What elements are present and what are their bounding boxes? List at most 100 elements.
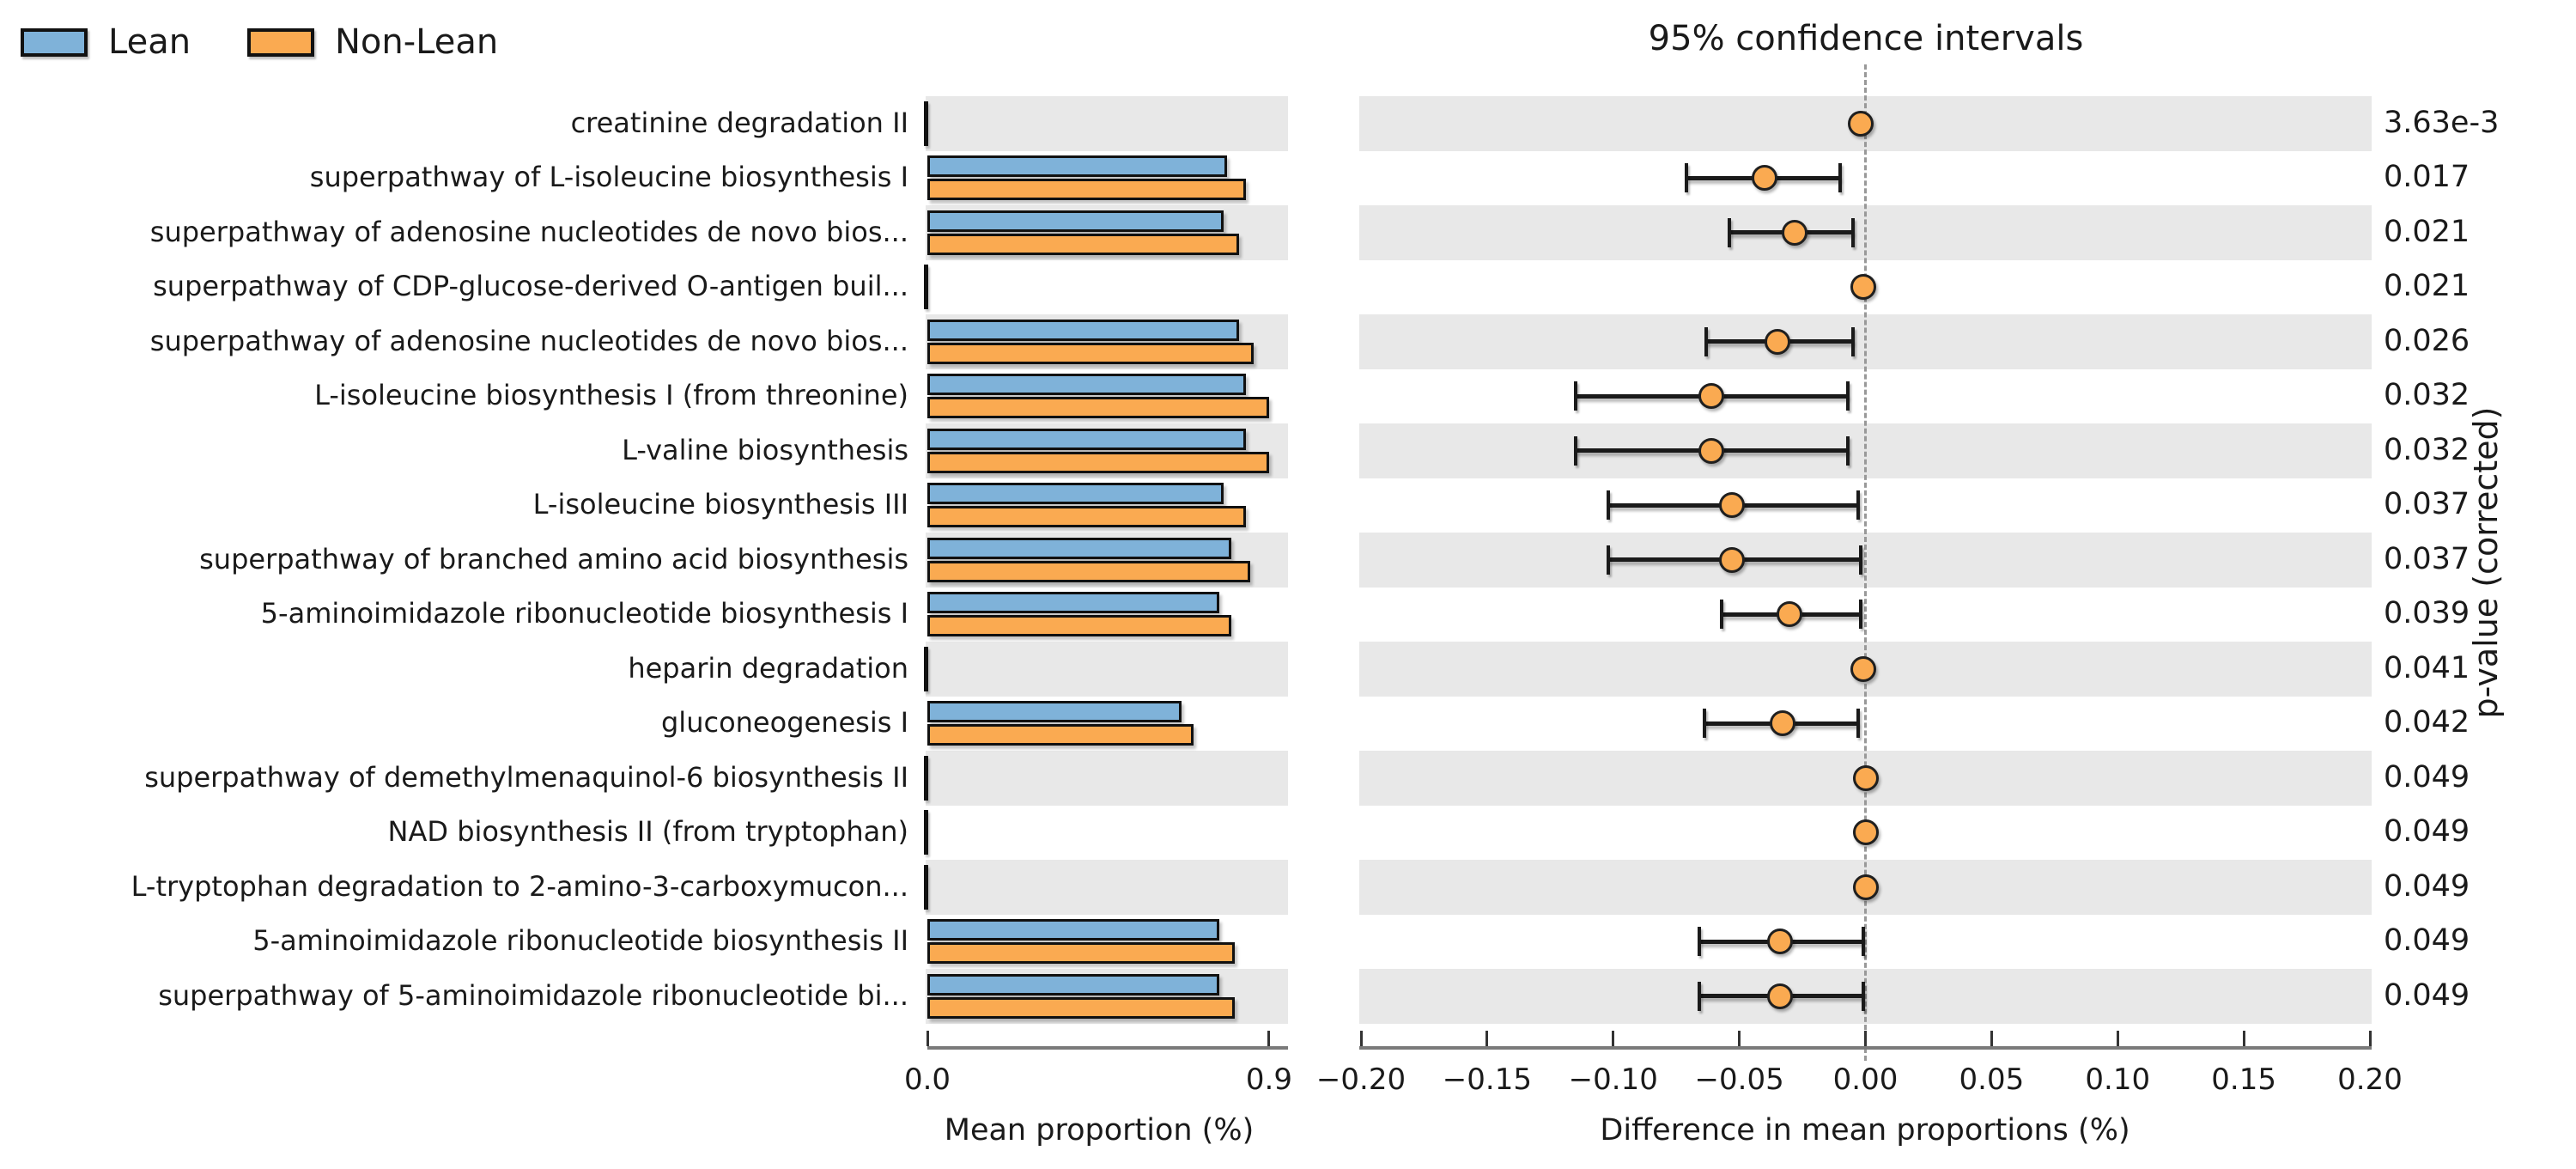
- zero-proportion-bar: [924, 265, 928, 310]
- right-xaxis-tick-label: 0.10: [2085, 1062, 2151, 1097]
- row-label: heparin degradation: [628, 651, 908, 685]
- nonlean-bar: [927, 560, 1250, 582]
- ci-plot-title: 95% confidence intervals: [1648, 19, 2084, 58]
- right-xaxis-tick-label: −0.10: [1568, 1062, 1658, 1097]
- p-value: 0.021: [2384, 269, 2470, 304]
- difference-dot: [1698, 437, 1725, 464]
- p-value: 0.032: [2384, 378, 2470, 413]
- row-label: 5-aminoimidazole ribonucleotide biosynth…: [252, 924, 908, 958]
- zero-proportion-bar: [924, 810, 928, 855]
- row-label: superpathway of adenosine nucleotides de…: [149, 215, 908, 248]
- left-xaxis-title: Mean proportion (%): [944, 1113, 1255, 1148]
- difference-dot: [1718, 546, 1745, 573]
- row-label: superpathway of demethylmenaquinol-6 bio…: [144, 760, 908, 794]
- nonlean-bar: [927, 506, 1247, 528]
- legend-swatch-lean: [21, 28, 88, 57]
- difference-dot: [1769, 710, 1795, 737]
- ci-whisker-cap-left: [1720, 600, 1724, 630]
- ci-whisker-cap-right: [1861, 981, 1865, 1011]
- ci-whisker-cap-right: [1858, 600, 1862, 630]
- right-xaxis-tick-label: −0.05: [1694, 1062, 1784, 1097]
- p-value: 0.041: [2384, 650, 2470, 685]
- p-value: 0.049: [2384, 814, 2470, 849]
- ci-whisker-cap-right: [1845, 381, 1850, 411]
- ci-whisker-cap-right: [1861, 927, 1865, 957]
- right-xaxis-tick-label: −0.20: [1315, 1062, 1406, 1097]
- p-value: 0.017: [2384, 160, 2470, 195]
- zero-proportion-bar: [924, 100, 928, 146]
- right-xaxis-tick: [2368, 1031, 2372, 1046]
- row-label: L-valine biosynthesis: [622, 433, 908, 466]
- ci-whisker-cap-left: [1573, 435, 1577, 466]
- ci-whisker-cap-right: [1858, 545, 1862, 575]
- p-value: 0.049: [2384, 977, 2470, 1013]
- difference-dot: [1777, 601, 1803, 628]
- difference-dot: [1766, 929, 1793, 955]
- difference-dot: [1850, 655, 1876, 682]
- lean-bar: [927, 973, 1220, 995]
- right-xaxis-tick: [2242, 1031, 2245, 1046]
- right-xaxis-title: Difference in mean proportions (%): [1600, 1113, 2130, 1148]
- lean-bar: [927, 919, 1220, 941]
- lean-bar: [927, 592, 1220, 614]
- row-label: superpathway of branched amino acid bios…: [199, 542, 908, 575]
- left-xaxis-line: [927, 1046, 1288, 1050]
- right-xaxis-tick: [1738, 1031, 1741, 1046]
- lean-bar: [927, 210, 1224, 232]
- left-xaxis-tick-label: 0.9: [1245, 1062, 1293, 1097]
- difference-dot: [1718, 492, 1745, 519]
- row-stripe-left: [926, 751, 1288, 806]
- lean-bar: [927, 374, 1247, 396]
- row-label: L-isoleucine biosynthesis I (from threon…: [314, 379, 908, 412]
- p-value: 0.049: [2384, 759, 2470, 795]
- ci-whisker-cap-right: [1845, 435, 1850, 466]
- right-yaxis-title-text: p-value (corrected): [2467, 406, 2505, 719]
- row-label: L-isoleucine biosynthesis III: [532, 488, 908, 521]
- row-stripe-left: [926, 642, 1288, 697]
- ci-whisker-cap-right: [1856, 490, 1860, 521]
- difference-dot: [1782, 219, 1808, 246]
- row-stripe-left: [926, 96, 1288, 151]
- lean-bar: [927, 701, 1182, 723]
- ci-whisker-cap-left: [1606, 545, 1610, 575]
- p-value: 0.037: [2384, 487, 2470, 522]
- right-xaxis-tick: [1864, 1031, 1867, 1046]
- difference-dot: [1852, 819, 1879, 846]
- difference-dot: [1698, 383, 1725, 410]
- nonlean-bar: [927, 615, 1231, 637]
- ci-whisker-cap-left: [1606, 490, 1610, 521]
- difference-dot: [1766, 983, 1793, 1009]
- p-value: 0.042: [2384, 705, 2470, 740]
- nonlean-bar: [927, 233, 1239, 255]
- p-value: 0.039: [2384, 596, 2470, 631]
- row-label: superpathway of CDP-glucose-derived O-an…: [153, 270, 908, 303]
- row-label: superpathway of adenosine nucleotides de…: [149, 324, 908, 357]
- row-label: L-tryptophan degradation to 2-amino-3-ca…: [131, 869, 908, 903]
- left-xaxis-tick: [926, 1031, 929, 1046]
- row-label: superpathway of L-isoleucine biosynthesi…: [309, 161, 908, 194]
- lean-bar: [927, 428, 1247, 450]
- legend-swatch-nonlean: [247, 28, 314, 57]
- nonlean-bar: [927, 179, 1247, 201]
- row-stripe-left: [926, 860, 1288, 915]
- zero-proportion-bar: [924, 646, 928, 691]
- difference-dot: [1850, 274, 1876, 301]
- left-xaxis-tick-label: 0.0: [903, 1062, 951, 1097]
- zero-reference-line: [1864, 64, 1867, 1061]
- p-value: 0.049: [2384, 868, 2470, 904]
- row-label: NAD biosynthesis II (from tryptophan): [387, 815, 908, 849]
- zero-proportion-bar: [924, 755, 928, 801]
- legend-label-nonlean: Non-Lean: [335, 22, 499, 62]
- left-xaxis-tick: [1267, 1031, 1271, 1046]
- ci-whisker-cap-right: [1856, 709, 1860, 739]
- right-xaxis-tick: [1485, 1031, 1489, 1046]
- nonlean-bar: [927, 397, 1269, 419]
- p-value: 3.63e-3: [2384, 105, 2500, 140]
- p-value: 0.021: [2384, 214, 2470, 249]
- right-xaxis-line: [1359, 1046, 2372, 1050]
- row-label: 5-aminoimidazole ribonucleotide biosynth…: [260, 597, 908, 630]
- nonlean-bar: [927, 724, 1194, 746]
- p-value: 0.037: [2384, 541, 2470, 576]
- difference-dot: [1852, 764, 1879, 791]
